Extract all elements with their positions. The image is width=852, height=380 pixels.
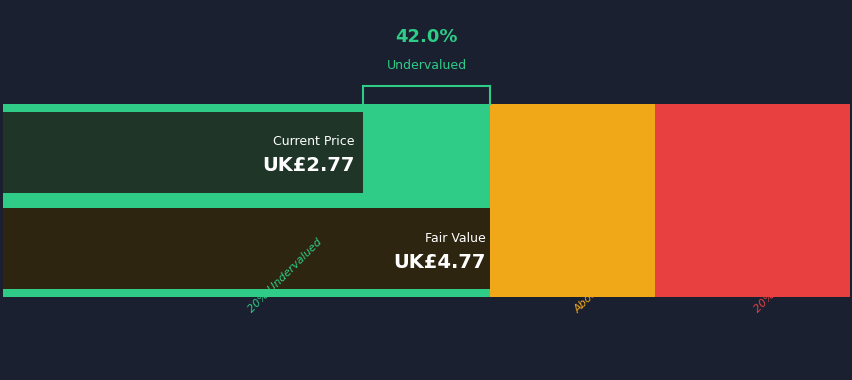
Text: UK£4.77: UK£4.77 [393,253,486,272]
Bar [3,105,490,112]
Text: UK£2.77: UK£2.77 [262,157,354,176]
Bar [654,105,849,297]
Bar [3,197,490,204]
Text: 20% Undervalued: 20% Undervalued [246,237,324,315]
Text: About Right: About Right [572,261,625,315]
Text: 20% Overvalued: 20% Overvalued [751,242,825,315]
Text: 42.0%: 42.0% [394,28,458,46]
Text: Fair Value: Fair Value [424,232,486,245]
Bar [3,105,490,297]
Text: Undervalued: Undervalued [386,59,466,72]
Bar [3,208,490,290]
Text: Current Price: Current Price [273,135,354,148]
Bar [3,112,362,193]
Bar [3,290,490,297]
Bar [490,105,654,297]
